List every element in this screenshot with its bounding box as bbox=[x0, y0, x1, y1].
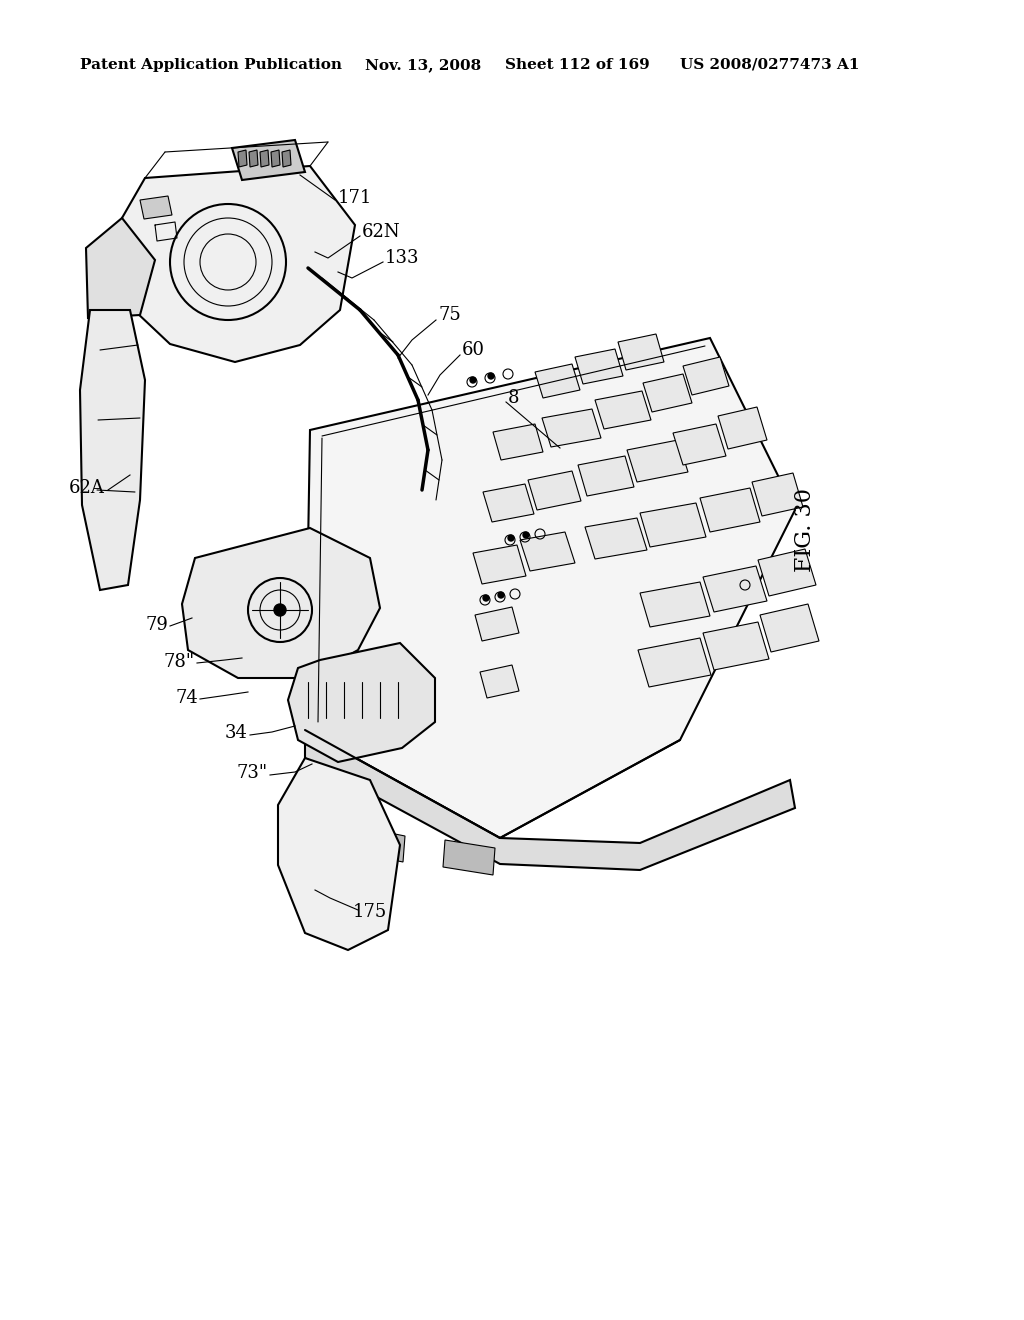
Text: 34: 34 bbox=[225, 723, 248, 742]
Polygon shape bbox=[232, 140, 305, 180]
Polygon shape bbox=[493, 424, 543, 459]
Polygon shape bbox=[703, 566, 767, 612]
Text: 133: 133 bbox=[385, 249, 420, 267]
Polygon shape bbox=[140, 195, 172, 219]
Polygon shape bbox=[249, 150, 258, 168]
Polygon shape bbox=[575, 348, 623, 384]
Polygon shape bbox=[643, 374, 692, 412]
Text: 62A: 62A bbox=[70, 479, 105, 498]
Text: Sheet 112 of 169: Sheet 112 of 169 bbox=[505, 58, 650, 73]
Circle shape bbox=[523, 532, 529, 539]
Circle shape bbox=[488, 374, 494, 379]
Polygon shape bbox=[640, 582, 710, 627]
Polygon shape bbox=[483, 484, 534, 521]
Polygon shape bbox=[528, 471, 581, 510]
Polygon shape bbox=[578, 455, 634, 496]
Text: 75: 75 bbox=[438, 306, 461, 323]
Polygon shape bbox=[585, 517, 647, 558]
Polygon shape bbox=[305, 338, 795, 838]
Text: 171: 171 bbox=[338, 189, 373, 207]
Polygon shape bbox=[673, 424, 726, 465]
Text: 79: 79 bbox=[145, 616, 168, 634]
Polygon shape bbox=[278, 758, 400, 950]
Text: 8: 8 bbox=[508, 389, 519, 407]
Circle shape bbox=[508, 535, 514, 541]
Polygon shape bbox=[618, 334, 664, 370]
Polygon shape bbox=[282, 150, 291, 168]
Text: Patent Application Publication: Patent Application Publication bbox=[80, 58, 342, 73]
Polygon shape bbox=[595, 391, 651, 429]
Polygon shape bbox=[86, 218, 155, 318]
Circle shape bbox=[470, 378, 476, 383]
Text: 78": 78" bbox=[164, 653, 195, 671]
Polygon shape bbox=[362, 828, 406, 862]
Polygon shape bbox=[535, 364, 580, 399]
Polygon shape bbox=[443, 840, 495, 875]
Text: 62N: 62N bbox=[362, 223, 400, 242]
Circle shape bbox=[483, 595, 489, 601]
Polygon shape bbox=[260, 150, 269, 168]
Polygon shape bbox=[752, 473, 803, 516]
Polygon shape bbox=[480, 665, 519, 698]
Text: 73": 73" bbox=[237, 764, 268, 781]
Text: 175: 175 bbox=[353, 903, 387, 921]
Polygon shape bbox=[271, 150, 280, 168]
Polygon shape bbox=[703, 622, 769, 671]
Polygon shape bbox=[305, 730, 795, 870]
Polygon shape bbox=[118, 166, 355, 362]
Polygon shape bbox=[700, 488, 760, 532]
Polygon shape bbox=[627, 440, 688, 482]
Polygon shape bbox=[760, 605, 819, 652]
Polygon shape bbox=[718, 407, 767, 449]
Polygon shape bbox=[473, 545, 526, 583]
Polygon shape bbox=[542, 409, 601, 447]
Text: 60: 60 bbox=[462, 341, 485, 359]
Polygon shape bbox=[520, 532, 575, 572]
Polygon shape bbox=[638, 638, 711, 686]
Polygon shape bbox=[758, 549, 816, 597]
Circle shape bbox=[498, 591, 504, 598]
Polygon shape bbox=[238, 150, 247, 168]
Polygon shape bbox=[640, 503, 706, 546]
Polygon shape bbox=[683, 356, 729, 395]
Text: FIG. 30: FIG. 30 bbox=[794, 488, 816, 572]
Polygon shape bbox=[288, 643, 435, 762]
Text: US 2008/0277473 A1: US 2008/0277473 A1 bbox=[680, 58, 859, 73]
Polygon shape bbox=[182, 528, 380, 678]
Text: Nov. 13, 2008: Nov. 13, 2008 bbox=[365, 58, 481, 73]
Circle shape bbox=[274, 605, 286, 616]
Polygon shape bbox=[475, 607, 519, 642]
Text: 74: 74 bbox=[175, 689, 198, 708]
Polygon shape bbox=[80, 310, 145, 590]
